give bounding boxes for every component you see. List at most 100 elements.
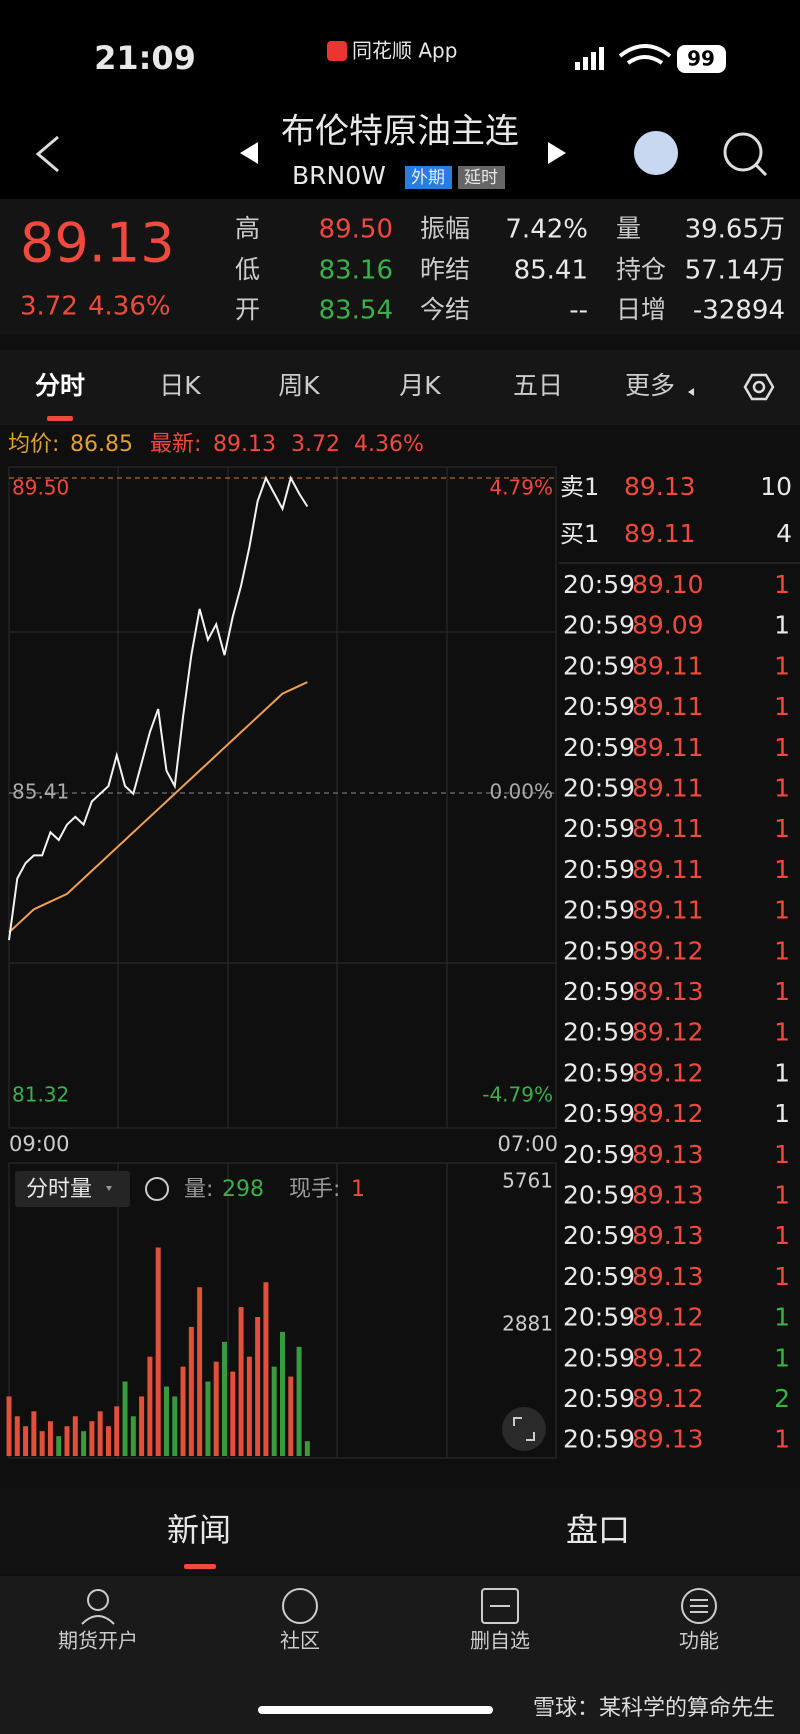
tabs: 分时 日K 周K 月K 五日 更多	[35, 371, 675, 400]
volume-bar	[97, 1411, 103, 1456]
volume-bar	[288, 1376, 294, 1456]
trade-size: 1	[774, 1181, 790, 1210]
latest-pct: 4.36%	[354, 432, 424, 457]
volume-bar	[81, 1431, 87, 1456]
fullscreen-button[interactable]	[502, 1407, 546, 1451]
trade-price: 89.13	[632, 977, 704, 1006]
trade-price: 89.13	[632, 1140, 704, 1169]
stat-label: 低	[235, 255, 260, 284]
nav: 期货开户 社区 删自选 功能	[58, 1629, 719, 1653]
y-tick-label: 81.32	[12, 1083, 69, 1107]
clock: 21:09	[94, 39, 196, 77]
trade-time: 20:59	[563, 1425, 635, 1454]
trade-time: 20:59	[563, 1343, 635, 1372]
stat-label: 开	[235, 295, 260, 324]
tab[interactable]: 分时	[35, 371, 85, 400]
trade-size: 1	[774, 1303, 790, 1332]
tab[interactable]: 更多	[625, 371, 675, 400]
avg-label: 均价:	[8, 432, 59, 457]
trade-size: 1	[774, 611, 790, 640]
volume-bar	[172, 1396, 178, 1456]
book-label: 买1	[560, 520, 599, 548]
volume-bar	[197, 1287, 203, 1456]
settings-icon[interactable]	[743, 373, 775, 401]
volume-bar	[47, 1421, 53, 1456]
trade-price: 89.13	[632, 1221, 704, 1250]
trade-time: 20:59	[563, 733, 635, 762]
bottom-tab[interactable]: 盘口	[566, 1511, 630, 1549]
help-icon[interactable]	[145, 1177, 169, 1201]
trade-size: 1	[774, 570, 790, 599]
volume-bar	[139, 1396, 145, 1456]
trade-time: 20:59	[563, 1262, 635, 1291]
stat-label: 高	[235, 214, 260, 243]
battery	[677, 45, 726, 73]
volume-tick-label: 2881	[502, 1311, 553, 1335]
trade-price: 89.12	[632, 936, 704, 965]
robot-icon[interactable]	[634, 131, 678, 175]
settings-icon-center	[752, 380, 766, 394]
trade-time: 20:59	[563, 1221, 635, 1250]
trade-price: 89.11	[632, 692, 704, 721]
trade-size: 1	[774, 1140, 790, 1169]
search-icon-handle	[754, 163, 768, 177]
bottom-tab[interactable]: 新闻	[167, 1511, 231, 1549]
chart: 89.50 4.79% 85.41 0.00% 81.32 -4.79% 09:00 07:0…	[6, 475, 558, 1456]
tab[interactable]: 五日	[513, 371, 563, 400]
volume-bar	[255, 1316, 261, 1456]
trade-price: 89.11	[632, 651, 704, 680]
trade-time: 20:59	[563, 1303, 635, 1332]
volume-bar	[296, 1346, 302, 1456]
volume-bar	[39, 1431, 45, 1456]
trade-size: 2	[774, 1384, 790, 1413]
volume-bar	[271, 1366, 277, 1456]
nav-item[interactable]: 功能	[679, 1629, 719, 1653]
tag-box	[458, 166, 505, 189]
trade-price: 89.13	[632, 1181, 704, 1210]
nav-item[interactable]: 社区	[280, 1629, 320, 1653]
trade-price: 89.10	[632, 570, 704, 599]
tab[interactable]: 日K	[159, 371, 201, 400]
volume-bar	[246, 1356, 252, 1456]
trade-time: 20:59	[563, 814, 635, 843]
tab[interactable]: 周K	[278, 371, 320, 400]
trade-price: 89.12	[632, 1018, 704, 1047]
volume-bar	[31, 1411, 37, 1456]
change: 3.72	[20, 292, 78, 322]
volume-selector[interactable]	[15, 1171, 130, 1207]
trade-time: 20:59	[563, 570, 635, 599]
back-button[interactable]	[35, 135, 59, 173]
nav-item[interactable]: 期货开户	[58, 1629, 138, 1653]
trade-size: 1	[774, 1018, 790, 1047]
stat-label: 持仓	[616, 255, 666, 284]
book-size: 4	[776, 519, 792, 548]
code: BRN0W	[292, 161, 386, 190]
tag: 延时	[464, 168, 498, 188]
trade-size: 1	[774, 692, 790, 721]
tab-bar	[0, 350, 800, 425]
trade-price: 89.12	[632, 1343, 704, 1372]
volume-selector-label: 分时量	[26, 1177, 92, 1202]
volume-bar	[14, 1416, 20, 1456]
trade-time: 20:59	[563, 1140, 635, 1169]
stat-label: 昨结	[420, 255, 470, 284]
volume-bar	[205, 1381, 211, 1456]
trade-size: 1	[774, 1262, 790, 1291]
trade-size: 1	[774, 733, 790, 762]
more-caret	[688, 388, 694, 396]
x-tick-label: 07:00	[497, 1132, 558, 1156]
trade-size: 1	[774, 774, 790, 803]
tag: 外期	[411, 168, 445, 188]
trade-price: 89.12	[632, 1099, 704, 1128]
volume-bar	[280, 1331, 285, 1456]
hand-value: 1	[351, 1177, 365, 1202]
search-icon[interactable]	[723, 132, 763, 172]
trade-time: 20:59	[563, 611, 635, 640]
tab[interactable]: 月K	[399, 371, 441, 400]
stat-label: 今结	[420, 295, 470, 324]
tab-indicator	[47, 416, 73, 421]
trade-time: 20:59	[563, 1058, 635, 1087]
nav-item[interactable]: 删自选	[470, 1629, 530, 1653]
